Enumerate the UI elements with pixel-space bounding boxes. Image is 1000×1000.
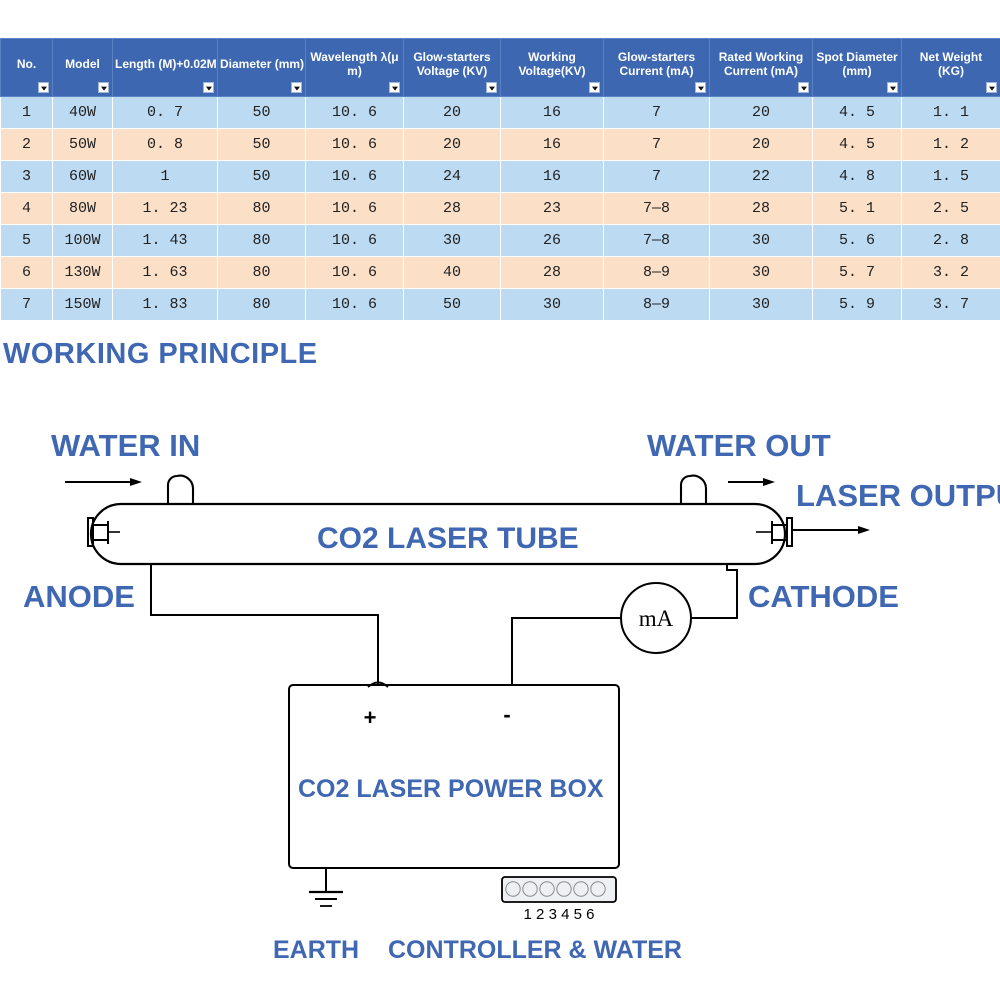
svg-text:EARTH: EARTH	[273, 936, 359, 964]
svg-text:CONTROLLER & WATER: CONTROLLER & WATER	[388, 936, 682, 964]
svg-text:WATER OUT: WATER OUT	[647, 428, 831, 463]
svg-text:CATHODE: CATHODE	[748, 579, 899, 614]
svg-text:ANODE: ANODE	[23, 579, 135, 614]
svg-text:WATER IN: WATER IN	[51, 428, 200, 463]
svg-text:CO2 LASER TUBE: CO2 LASER TUBE	[317, 522, 579, 555]
svg-text:+: +	[364, 705, 377, 730]
svg-text:CO2 LASER POWER BOX: CO2 LASER POWER BOX	[298, 775, 604, 803]
svg-text:-: -	[503, 702, 510, 727]
svg-text:mA: mA	[639, 606, 674, 631]
svg-text:LASER OUTPUT: LASER OUTPUT	[796, 478, 1000, 513]
svg-text:1 2 3 4 5 6: 1 2 3 4 5 6	[524, 906, 595, 923]
